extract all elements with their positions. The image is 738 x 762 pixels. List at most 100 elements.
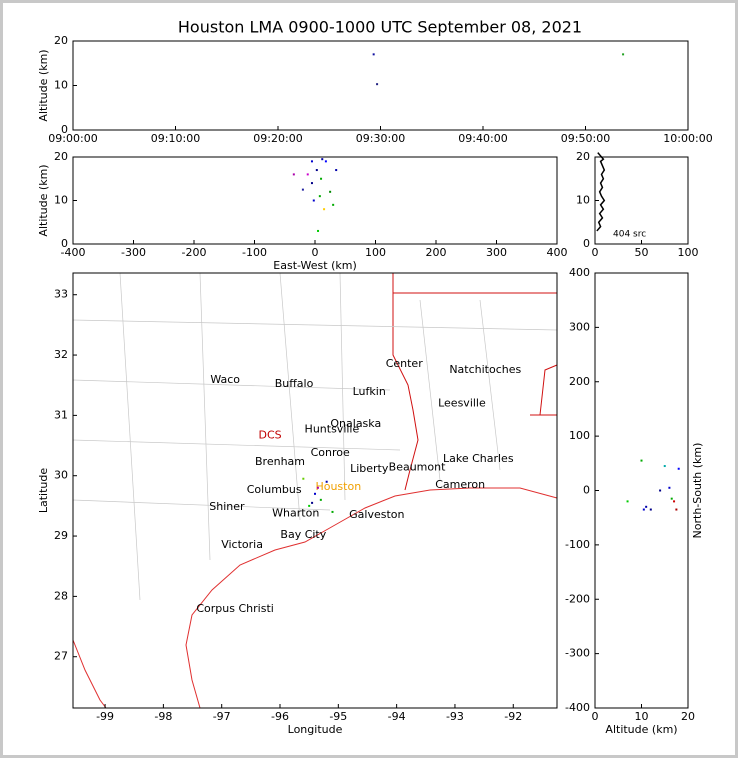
source-point xyxy=(315,169,318,172)
source-point xyxy=(331,510,334,513)
source-point xyxy=(308,504,311,507)
y-tick-label: 0 xyxy=(61,123,68,136)
x-axis-label: East-West (km) xyxy=(273,259,356,272)
county-lines xyxy=(72,272,558,601)
x-tick-label: 09:20:00 xyxy=(253,132,302,145)
y-tick-label: 0 xyxy=(583,484,590,497)
source-point xyxy=(372,53,375,56)
city-label: DCS xyxy=(259,428,282,441)
source-point xyxy=(314,492,316,495)
city-label: Brenham xyxy=(255,455,305,468)
y-tick-label: 10 xyxy=(54,194,68,207)
source-point xyxy=(622,53,625,56)
y-axis-label: Latitude xyxy=(37,468,50,514)
y-tick-label: 0 xyxy=(583,237,590,250)
source-point xyxy=(312,199,315,202)
y-tick-label: 20 xyxy=(54,150,68,163)
plot-frame xyxy=(72,272,558,709)
city-label: Lufkin xyxy=(353,385,386,398)
y-tick-label: 28 xyxy=(54,589,68,602)
source-point xyxy=(642,508,645,511)
source-point xyxy=(626,500,629,503)
source-point xyxy=(306,173,309,176)
y-tick-label: 33 xyxy=(54,288,68,301)
source-point xyxy=(645,505,648,508)
x-tick-label: 300 xyxy=(486,246,507,259)
city-label: Columbus xyxy=(247,483,302,496)
y-tick-label: 32 xyxy=(54,348,68,361)
y-axis-label: North-South (km) xyxy=(691,443,704,539)
x-tick-label: 100 xyxy=(678,246,699,259)
y-tick-label: -100 xyxy=(565,538,590,551)
x-tick-label: 09:30:00 xyxy=(356,132,405,145)
figure-title: Houston LMA 0900-1000 UTC September 08, … xyxy=(178,18,582,37)
source-point xyxy=(320,177,323,180)
city-label: Onalaska xyxy=(330,417,381,430)
source-point xyxy=(668,486,671,489)
city-label: Lake Charles xyxy=(443,452,514,465)
y-tick-label: 20 xyxy=(576,150,590,163)
x-tick-label: -400 xyxy=(61,246,86,259)
source-point xyxy=(649,508,652,511)
y-tick-label: 0 xyxy=(61,237,68,250)
x-tick-label: 200 xyxy=(426,246,447,259)
x-tick-label: 20 xyxy=(681,710,695,723)
source-point xyxy=(318,195,321,198)
x-tick-label: 09:10:00 xyxy=(151,132,200,145)
y-tick-label: 10 xyxy=(576,194,590,207)
x-tick-label: -100 xyxy=(242,246,267,259)
source-point xyxy=(670,497,673,500)
source-point xyxy=(324,160,327,163)
source-point xyxy=(302,477,305,480)
city-label: Natchitoches xyxy=(449,363,521,376)
city-label: Conroe xyxy=(311,446,350,459)
city-label: Beaumont xyxy=(389,460,446,473)
y-tick-label: -300 xyxy=(565,647,590,660)
x-tick-label: -93 xyxy=(446,710,464,723)
source-point xyxy=(323,208,326,211)
y-tick-label: 300 xyxy=(569,320,590,333)
y-tick-label: 10 xyxy=(54,79,68,92)
city-label: Huntsville xyxy=(305,422,360,435)
source-point xyxy=(317,229,320,232)
x-tick-label: 09:00:00 xyxy=(48,132,97,145)
city-label: Shiner xyxy=(209,500,245,513)
x-tick-label: -96 xyxy=(271,710,289,723)
y-tick-label: 31 xyxy=(54,408,68,421)
x-tick-label: 400 xyxy=(547,246,568,259)
x-tick-label: 10 xyxy=(635,710,649,723)
x-tick-label: 50 xyxy=(635,246,649,259)
city-label: Victoria xyxy=(221,538,263,551)
x-tick-label: -92 xyxy=(504,710,522,723)
state-line xyxy=(392,273,558,491)
map-layer xyxy=(72,272,558,709)
source-point xyxy=(292,173,295,176)
x-tick-label: 100 xyxy=(365,246,386,259)
x-tick-label: -98 xyxy=(154,710,172,723)
x-tick-label: 0 xyxy=(592,710,599,723)
city-label: Buffalo xyxy=(275,377,314,390)
x-tick-label: 0 xyxy=(312,246,319,259)
source-point xyxy=(316,486,319,489)
x-tick-label: 10:00:00 xyxy=(663,132,712,145)
city-label: Leesville xyxy=(438,396,486,409)
city-label: Waco xyxy=(210,373,240,386)
source-point xyxy=(376,83,379,86)
source-point xyxy=(677,467,680,470)
source-point xyxy=(663,465,666,468)
y-tick-label: 29 xyxy=(54,529,68,542)
source-point xyxy=(319,498,322,501)
border xyxy=(72,639,107,709)
x-tick-label: -99 xyxy=(96,710,114,723)
source-point xyxy=(332,203,335,206)
city-label: Corpus Christi xyxy=(196,602,273,615)
annotation: 404 src xyxy=(613,230,646,240)
city-label: Bay City xyxy=(280,528,326,541)
y-tick-label: 27 xyxy=(54,650,68,663)
source-point xyxy=(673,500,676,503)
source-point xyxy=(325,480,328,483)
x-tick-label: 0 xyxy=(592,246,599,259)
source-point xyxy=(335,169,338,172)
